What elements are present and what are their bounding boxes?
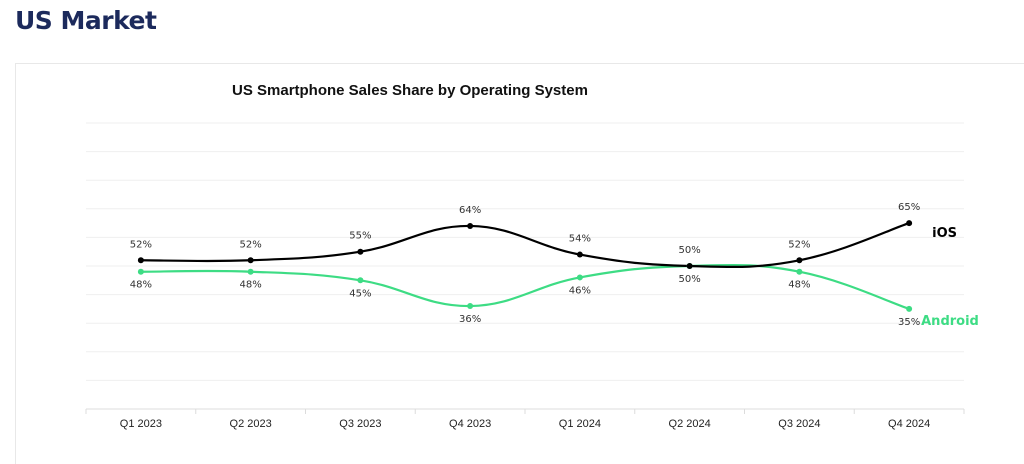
series-lines	[140, 222, 910, 310]
x-tick-label: Q4 2024	[888, 418, 930, 430]
chart-card	[15, 63, 1024, 464]
ios-line	[140, 222, 910, 269]
android-data-label: 35%	[898, 317, 920, 328]
android-point	[357, 277, 364, 284]
x-tick-label: Q1 2024	[559, 418, 601, 430]
x-axis: Q1 2023 Q2 2023 Q3 2023 Q4 2023 Q1 2024 Q2 20…	[85, 408, 965, 430]
android-line	[140, 263, 910, 310]
ios-point	[576, 251, 583, 258]
chart-title: US Smartphone Sales Share by Operating S…	[232, 82, 588, 99]
x-tick-label: Q2 2023	[230, 418, 272, 430]
ios-data-label: 55%	[349, 231, 371, 242]
ios-data-label: 52%	[130, 239, 152, 250]
android-data-label: 50%	[679, 245, 701, 256]
ios-point	[686, 263, 693, 269]
x-tick-label: Q1 2023	[120, 418, 162, 430]
ios-data-label: 52%	[240, 239, 262, 250]
series-points	[137, 220, 913, 312]
android-point	[576, 274, 583, 281]
x-tick-label: Q4 2023	[449, 418, 491, 430]
android-point	[467, 303, 474, 310]
x-tick-label: Q3 2024	[778, 418, 820, 430]
android-data-label: 45%	[349, 288, 371, 299]
android-point	[796, 268, 803, 275]
data-labels: 48% 48% 45% 36% 46% 50% 48% 35% Android 52% 52% 55%…	[130, 202, 979, 329]
x-tick-label: Q3 2023	[339, 418, 381, 430]
android-point	[247, 268, 254, 275]
ios-data-label: 65%	[898, 202, 920, 213]
ios-data-label: 64%	[459, 205, 481, 216]
android-series-label: Android	[921, 314, 979, 329]
android-point	[906, 305, 913, 312]
android-data-label: 46%	[569, 285, 591, 296]
page-title: US Market	[15, 6, 157, 35]
ios-point	[357, 248, 364, 255]
android-data-label: 36%	[459, 314, 481, 325]
ios-data-label: 52%	[788, 239, 810, 250]
ios-point	[467, 222, 474, 229]
ios-point	[137, 257, 144, 264]
android-point	[137, 268, 144, 275]
ios-point	[906, 220, 913, 227]
android-data-label: 48%	[788, 280, 810, 291]
android-data-label: 48%	[240, 280, 262, 291]
ios-point	[247, 257, 254, 264]
android-data-label: 48%	[130, 280, 152, 291]
ios-point	[796, 257, 803, 264]
ios-data-label: 54%	[569, 234, 591, 245]
line-chart: US Smartphone Sales Share by Operating S…	[85, 82, 979, 430]
x-tick-label: Q2 2024	[669, 418, 711, 430]
ios-series-label: iOS	[932, 226, 957, 241]
ios-data-label: 50%	[679, 274, 701, 285]
